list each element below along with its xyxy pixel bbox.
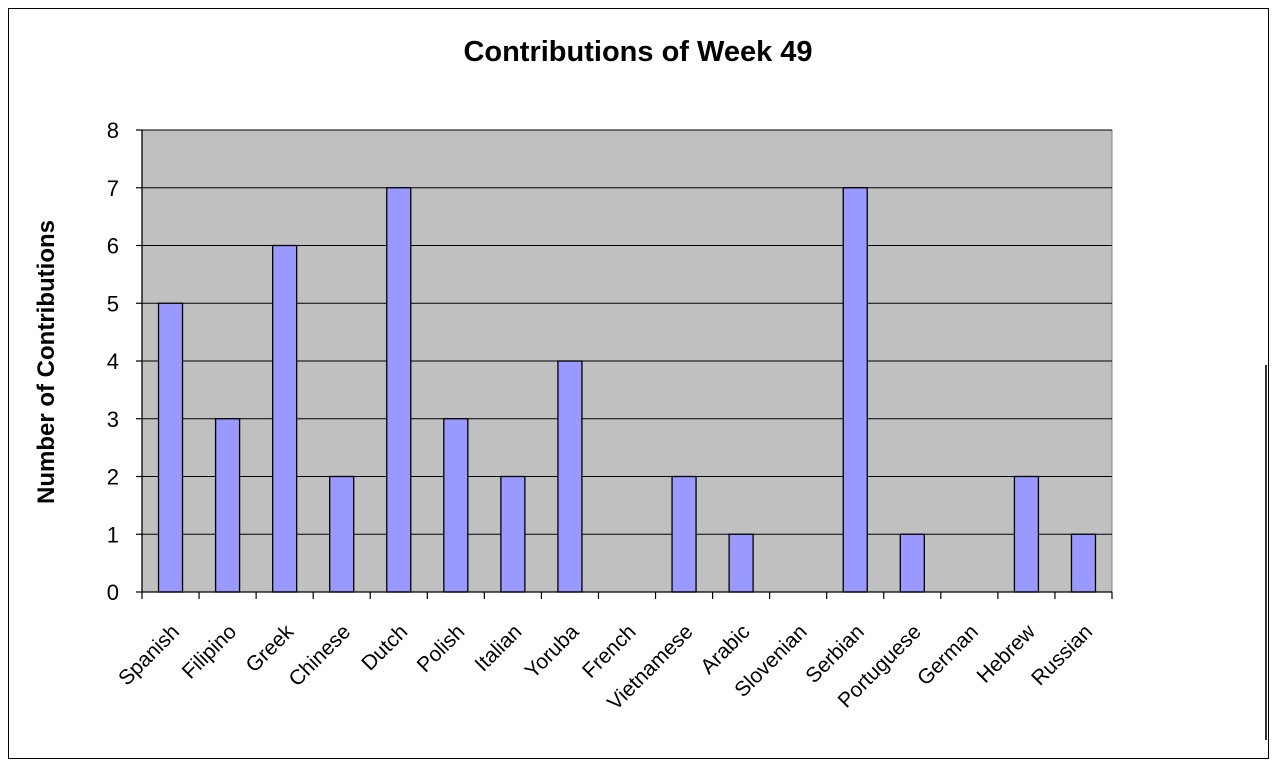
right-edge-line bbox=[1265, 365, 1267, 740]
bar-arabic bbox=[728, 533, 754, 593]
bar-vietnamese bbox=[671, 475, 697, 593]
y-tick-label: 7 bbox=[107, 176, 119, 201]
bar-hebrew bbox=[1013, 475, 1040, 593]
bars-layer bbox=[157, 187, 1097, 593]
grid-layer bbox=[142, 129, 1112, 535]
bar-polish bbox=[443, 418, 469, 593]
x-tick-label: Polish bbox=[413, 620, 470, 677]
x-tick-label: Italian bbox=[471, 620, 527, 676]
x-tick-label: German bbox=[913, 620, 983, 690]
y-axis-label: Number of Contributions bbox=[33, 220, 60, 504]
bar-portuguese bbox=[899, 533, 925, 593]
bar-yoruba bbox=[557, 360, 583, 593]
bar-greek bbox=[271, 244, 298, 593]
y-tick-labels: 0 1 2 3 4 5 6 7 8 bbox=[107, 118, 119, 605]
x-tick-label: Spanish bbox=[114, 620, 184, 690]
y-tick-label: 8 bbox=[107, 118, 119, 143]
y-tick-label: 0 bbox=[107, 580, 119, 605]
x-tick-label: Yoruba bbox=[521, 620, 584, 683]
bar-filipino bbox=[214, 418, 241, 593]
bar-spanish bbox=[157, 302, 184, 593]
bar-russian bbox=[1070, 533, 1097, 593]
x-tick-label: Chinese bbox=[284, 620, 355, 691]
x-tick-label: Russian bbox=[1027, 620, 1097, 690]
y-tick-label: 3 bbox=[107, 407, 119, 432]
axes-layer bbox=[136, 129, 1113, 599]
y-tick-label: 4 bbox=[107, 349, 119, 374]
bar-chinese bbox=[329, 475, 355, 593]
y-tick-label: 1 bbox=[107, 522, 119, 547]
x-tick-label: Dutch bbox=[357, 620, 412, 675]
x-tick-label: Filipino bbox=[178, 620, 241, 683]
y-tick-label: 6 bbox=[107, 234, 119, 259]
y-tick-label: 5 bbox=[107, 291, 119, 316]
bar-italian bbox=[500, 475, 526, 593]
y-tick-label: 2 bbox=[107, 465, 119, 490]
bar-dutch bbox=[386, 187, 412, 593]
chart-title: Contributions of Week 49 bbox=[463, 36, 812, 68]
bar-serbian bbox=[842, 187, 868, 593]
